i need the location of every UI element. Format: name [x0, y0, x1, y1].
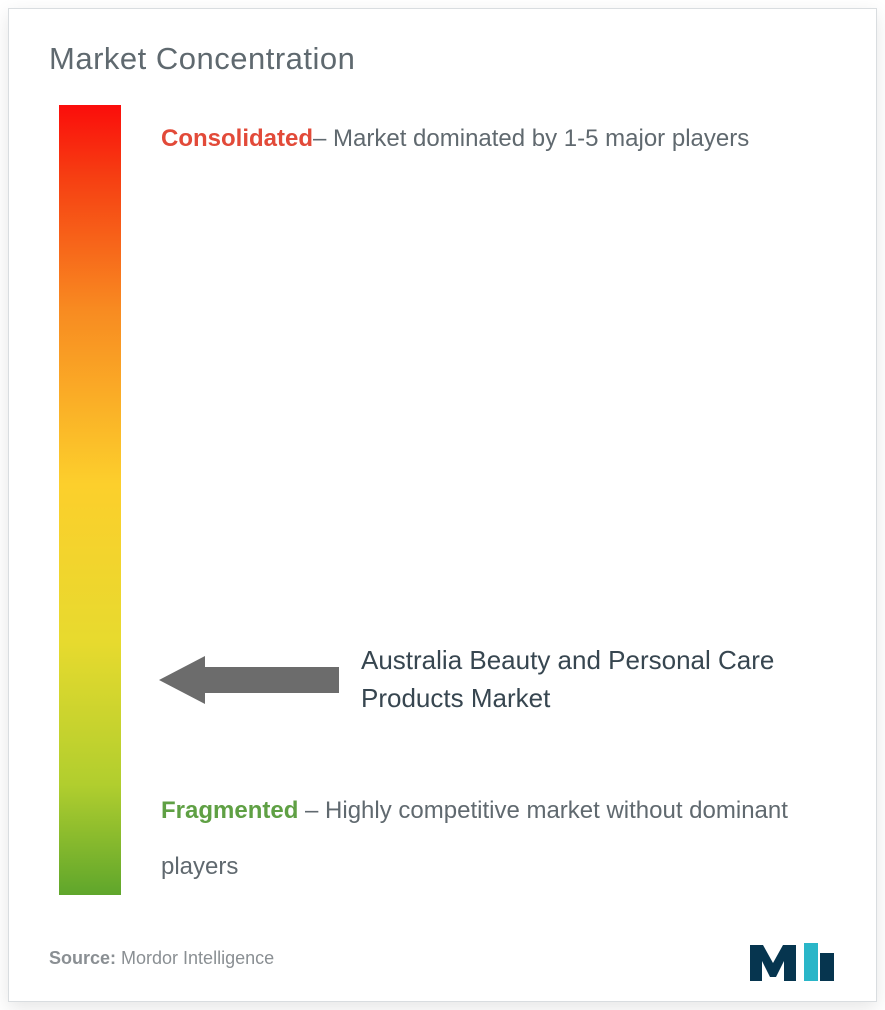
source-text: Mordor Intelligence — [116, 948, 274, 968]
top-label-block: Consolidated– Market dominated by 1-5 ma… — [161, 111, 826, 167]
source-line: Source: Mordor Intelligence — [49, 948, 274, 969]
market-pointer: Australia Beauty and Personal Care Produ… — [159, 635, 826, 725]
consolidated-desc: – Market dominated by 1-5 major players — [313, 125, 749, 152]
market-name: Australia Beauty and Personal Care Produ… — [361, 642, 826, 717]
footer: Source: Mordor Intelligence — [49, 935, 836, 981]
fragmented-lede: Fragmented — [161, 797, 298, 824]
gradient-bar — [59, 105, 121, 895]
source-label: Source: — [49, 948, 116, 968]
consolidated-lede: Consolidated — [161, 125, 313, 152]
page-title: Market Concentration — [49, 41, 836, 77]
arrow-left-icon — [159, 653, 339, 707]
bottom-label-block: Fragmented – Highly competitive market w… — [161, 783, 826, 896]
diagram-body: Consolidated– Market dominated by 1-5 ma… — [49, 105, 836, 905]
brand-logo-icon — [750, 935, 836, 981]
concentration-card: Market Concentration — [8, 8, 877, 1002]
concentration-bar — [59, 105, 121, 895]
